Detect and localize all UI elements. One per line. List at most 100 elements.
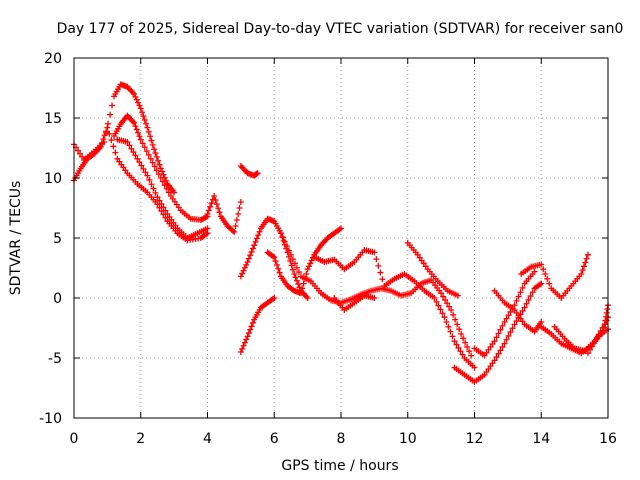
data-point [493, 334, 500, 341]
data-point [106, 130, 113, 137]
series-track-o [471, 268, 538, 359]
data-point [297, 290, 304, 297]
data-point [236, 205, 243, 211]
data-point [162, 214, 169, 221]
data-point [159, 168, 166, 175]
data-point [497, 326, 504, 333]
data-point [212, 197, 219, 204]
data-point [240, 267, 247, 274]
series-track-c [114, 136, 211, 241]
data-point [241, 264, 248, 271]
data-point [289, 256, 296, 263]
data-point [495, 350, 502, 357]
data-point [503, 336, 510, 343]
data-point [135, 129, 142, 136]
data-point [203, 231, 210, 238]
data-point [454, 321, 461, 328]
data-point [141, 144, 148, 151]
data-point [336, 226, 343, 233]
data-point [511, 321, 518, 328]
y-tick-label: 15 [44, 111, 62, 127]
series-track-n [451, 280, 545, 385]
data-point [458, 331, 465, 337]
data-point [254, 170, 261, 177]
data-point [517, 289, 524, 296]
data-point [371, 295, 378, 301]
data-point [529, 289, 536, 296]
data-point [147, 133, 154, 140]
data-point [215, 205, 222, 212]
data-point [305, 263, 312, 270]
data-point [99, 139, 106, 146]
data-point [137, 136, 144, 143]
data-point [136, 102, 143, 109]
data-point [448, 307, 455, 313]
data-point [141, 116, 148, 123]
data-point [137, 105, 144, 112]
data-point [110, 143, 117, 150]
series-track-g [237, 215, 311, 301]
data-point [519, 307, 526, 314]
data-point [142, 169, 149, 176]
data-point [505, 312, 512, 319]
data-point [499, 322, 506, 329]
data-point [147, 155, 154, 162]
data-point [303, 271, 310, 277]
y-tick-label: -5 [48, 351, 62, 367]
data-point [237, 273, 244, 280]
data-point [103, 128, 110, 135]
data-point [245, 330, 252, 337]
data-point [453, 341, 460, 348]
data-point [438, 290, 445, 297]
series-track-b [111, 112, 211, 223]
data-point [97, 143, 104, 150]
data-point [243, 336, 250, 343]
x-tick-label: 8 [337, 431, 346, 447]
data-point [304, 295, 311, 301]
data-point [101, 132, 108, 139]
data-point [296, 284, 303, 291]
data-point [507, 329, 514, 336]
data-point [256, 228, 263, 235]
data-point [153, 167, 160, 174]
data-point [269, 253, 276, 260]
data-point [247, 252, 254, 259]
data-point [245, 255, 252, 262]
data-point [601, 321, 608, 328]
data-point [295, 269, 302, 276]
data-point [144, 172, 151, 179]
data-point [165, 189, 172, 196]
data-point [149, 159, 156, 166]
data-point [237, 199, 244, 205]
data-point [377, 269, 384, 276]
x-tick-label: 10 [399, 431, 417, 447]
data-point [580, 263, 587, 270]
data-point [237, 349, 244, 355]
data-point [546, 280, 553, 287]
x-tick-label: 2 [136, 431, 145, 447]
data-point [443, 319, 450, 325]
grid-lines [74, 58, 608, 418]
data-point [457, 348, 464, 355]
data-point [235, 211, 242, 217]
data-point [271, 254, 278, 261]
data-point [231, 229, 238, 235]
data-point [203, 214, 210, 221]
data-point [291, 271, 298, 277]
data-point [466, 348, 473, 355]
data-point [590, 340, 597, 347]
data-point [107, 111, 114, 118]
data-point [447, 328, 454, 335]
data-point [464, 343, 471, 350]
data-point [291, 260, 298, 267]
data-point [251, 242, 258, 249]
series-track-e [204, 193, 244, 235]
data-point [338, 225, 344, 232]
data-point [135, 99, 142, 106]
data-point [139, 140, 146, 147]
data-point [124, 139, 131, 145]
x-tick-label: 0 [70, 431, 79, 447]
data-point [456, 326, 463, 333]
data-point [112, 149, 119, 156]
data-point [452, 316, 459, 323]
